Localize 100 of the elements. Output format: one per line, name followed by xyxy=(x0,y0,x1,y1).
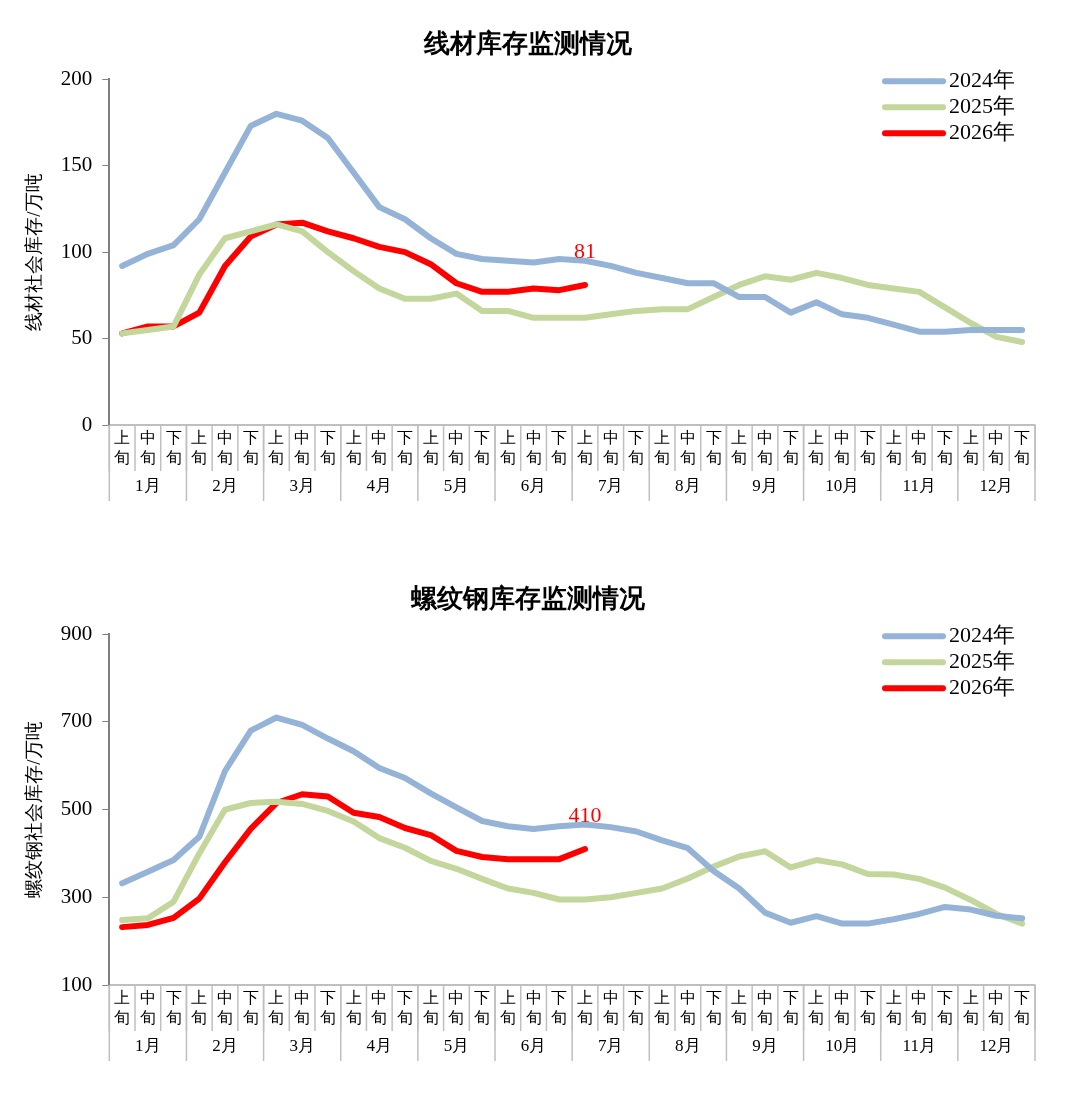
data-label: 410 xyxy=(568,801,602,827)
x-tick-label: 上旬 xyxy=(191,989,208,1027)
text: 9月 xyxy=(752,1036,778,1056)
text: 1月 xyxy=(135,1036,161,1056)
x-tick-label: 上旬 xyxy=(731,429,748,467)
x-tick-label: 上旬 xyxy=(885,989,902,1027)
x-tick-label: 中旬 xyxy=(602,429,619,467)
x-tick-label: 上旬 xyxy=(654,989,671,1027)
text: 10月 xyxy=(825,476,860,496)
x-tick-label: 下旬 xyxy=(937,429,953,467)
x-tick-label: 下旬 xyxy=(782,989,799,1027)
x-tick-label: 下旬 xyxy=(859,989,876,1027)
y-tick-label: 50 xyxy=(71,325,93,350)
x-tick-label: 上旬 xyxy=(808,989,825,1027)
x-tick-label: 上旬 xyxy=(345,989,362,1027)
data-label: 81 xyxy=(574,237,597,263)
x-tick-label: 中旬 xyxy=(217,989,234,1027)
chart-title: 螺纹钢库存监测情况 xyxy=(409,584,646,614)
x-tick-label: 中旬 xyxy=(988,429,1005,467)
x-tick-label: 下旬 xyxy=(705,429,722,467)
x-tick-label: 下旬 xyxy=(319,429,336,467)
text: 3月 xyxy=(289,476,315,496)
x-tick-label: 中旬 xyxy=(371,989,388,1027)
text: 4月 xyxy=(366,1036,393,1056)
y-tick-label: 200 xyxy=(60,65,93,90)
x-tick-label: 下旬 xyxy=(165,429,182,467)
text: 6月 xyxy=(520,1036,547,1056)
x-tick-label: 上旬 xyxy=(499,429,516,467)
x-tick-label: 中旬 xyxy=(217,429,234,467)
x-tick-label: 下旬 xyxy=(474,989,491,1027)
x-tick-label: 上旬 xyxy=(577,989,594,1027)
x-tick-label: 上旬 xyxy=(885,429,902,467)
x-tick-label: 中旬 xyxy=(911,989,928,1027)
x-tick-label: 中旬 xyxy=(757,429,773,467)
x-tick-label: 中旬 xyxy=(911,429,928,467)
x-tick-label: 下旬 xyxy=(1014,429,1031,467)
text: 6月 xyxy=(520,476,547,496)
x-tick-label: 中旬 xyxy=(988,989,1005,1027)
x-tick-label: 上旬 xyxy=(962,989,979,1027)
x-tick-label: 下旬 xyxy=(319,989,336,1027)
x-tick-label: 下旬 xyxy=(937,989,953,1027)
y-tick-label: 700 xyxy=(60,708,93,733)
text: 12月 xyxy=(979,1036,1014,1056)
x-tick-label: 下旬 xyxy=(782,429,799,467)
legend-label: 2024年 xyxy=(949,66,1015,92)
x-tick-label: 中旬 xyxy=(834,989,851,1027)
x-tick-label: 上旬 xyxy=(731,989,748,1027)
x-tick-label: 中旬 xyxy=(834,429,851,467)
text: 7月 xyxy=(597,1036,624,1056)
x-tick-label: 上旬 xyxy=(268,989,285,1027)
x-tick-label: 中旬 xyxy=(294,989,311,1027)
chart-title: 线材库存监测情况 xyxy=(422,29,633,59)
x-tick-label: 上旬 xyxy=(268,429,285,467)
legend-label: 2026年 xyxy=(949,673,1015,699)
y-tick-label: 100 xyxy=(60,971,93,996)
text: 12月 xyxy=(979,476,1014,496)
x-tick-label: 中旬 xyxy=(757,989,773,1027)
text: 2月 xyxy=(212,1036,238,1056)
x-tick-label: 中旬 xyxy=(525,429,542,467)
x-tick-label: 上旬 xyxy=(577,429,594,467)
text: 9月 xyxy=(752,476,778,496)
x-tick-label: 下旬 xyxy=(859,429,876,467)
y-tick-label: 0 xyxy=(81,411,93,436)
x-tick-label: 上旬 xyxy=(114,429,131,467)
x-tick-label: 上旬 xyxy=(191,429,208,467)
x-tick-label: 下旬 xyxy=(474,429,491,467)
x-tick-label: 下旬 xyxy=(397,429,414,467)
x-tick-label: 下旬 xyxy=(551,989,568,1027)
x-tick-label: 上旬 xyxy=(499,989,516,1027)
y-axis-title: 线材社会库存/万吨 xyxy=(23,173,45,331)
y-axis-title: 螺纹钢社会库存/万吨 xyxy=(23,721,45,898)
text: 11月 xyxy=(902,1036,936,1056)
text: 3月 xyxy=(289,1036,315,1056)
text: 10月 xyxy=(825,1036,860,1056)
x-tick-label: 中旬 xyxy=(139,989,156,1027)
text: 4月 xyxy=(366,476,393,496)
x-tick-label: 中旬 xyxy=(679,429,696,467)
text: 5月 xyxy=(443,476,470,496)
x-tick-label: 上旬 xyxy=(422,429,439,467)
x-tick-label: 下旬 xyxy=(705,989,722,1027)
x-tick-label: 下旬 xyxy=(1014,989,1031,1027)
legend-label: 2026年 xyxy=(949,118,1015,144)
x-tick-label: 下旬 xyxy=(628,429,645,467)
y-tick-label: 150 xyxy=(60,152,93,177)
x-tick-label: 上旬 xyxy=(422,989,439,1027)
text: 5月 xyxy=(443,1036,470,1056)
x-tick-label: 上旬 xyxy=(808,429,825,467)
x-tick-label: 下旬 xyxy=(242,429,259,467)
legend-label: 2025年 xyxy=(949,647,1015,673)
x-tick-label: 上旬 xyxy=(962,429,979,467)
x-tick-label: 中旬 xyxy=(525,989,542,1027)
x-tick-label: 下旬 xyxy=(397,989,414,1027)
text: 8月 xyxy=(675,476,701,496)
text: 11月 xyxy=(902,476,936,496)
text: 1月 xyxy=(135,476,161,496)
y-tick-label: 100 xyxy=(60,238,93,263)
x-tick-label: 上旬 xyxy=(654,429,671,467)
x-tick-label: 中旬 xyxy=(294,429,311,467)
legend-label: 2025年 xyxy=(949,92,1015,118)
text: 8月 xyxy=(675,1036,701,1056)
